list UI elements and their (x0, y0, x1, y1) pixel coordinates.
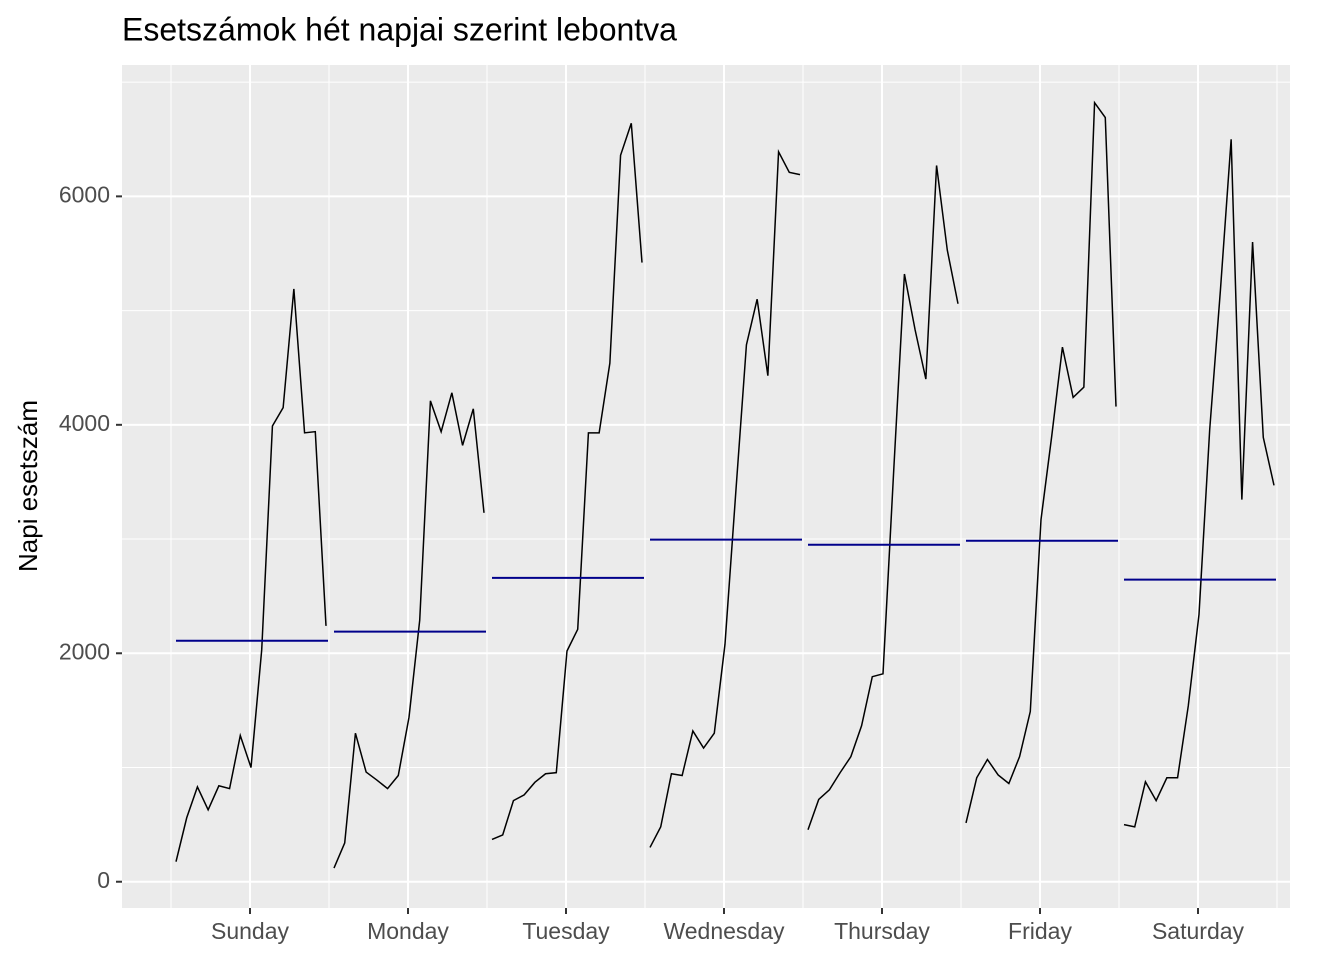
subseries-line (175, 288, 327, 862)
x-tick-label: Monday (367, 918, 449, 944)
y-tick-label: 6000 (59, 181, 110, 207)
x-tick-label: Sunday (211, 918, 290, 944)
panel (122, 65, 1290, 908)
y-tick-label: 4000 (59, 410, 110, 436)
y-tick-label: 2000 (59, 638, 110, 664)
x-tick-label: Thursday (834, 918, 930, 944)
y-axis-label: Napi esetszám (13, 400, 43, 572)
subseries-line (1123, 139, 1275, 828)
y-tick-label: 0 (97, 867, 110, 893)
subseries-line (649, 149, 801, 848)
chart-title: Esetszámok hét napjai szerint lebontva (122, 11, 677, 47)
x-tick-label: Tuesday (522, 918, 610, 944)
x-tick-label: Wednesday (663, 918, 785, 944)
subseries-line (491, 123, 643, 841)
x-tick-label: Friday (1008, 918, 1072, 944)
subseries-line (807, 165, 959, 831)
subseries-line (333, 392, 485, 869)
subseries-line (965, 100, 1117, 824)
x-tick-label: Saturday (1152, 918, 1245, 944)
